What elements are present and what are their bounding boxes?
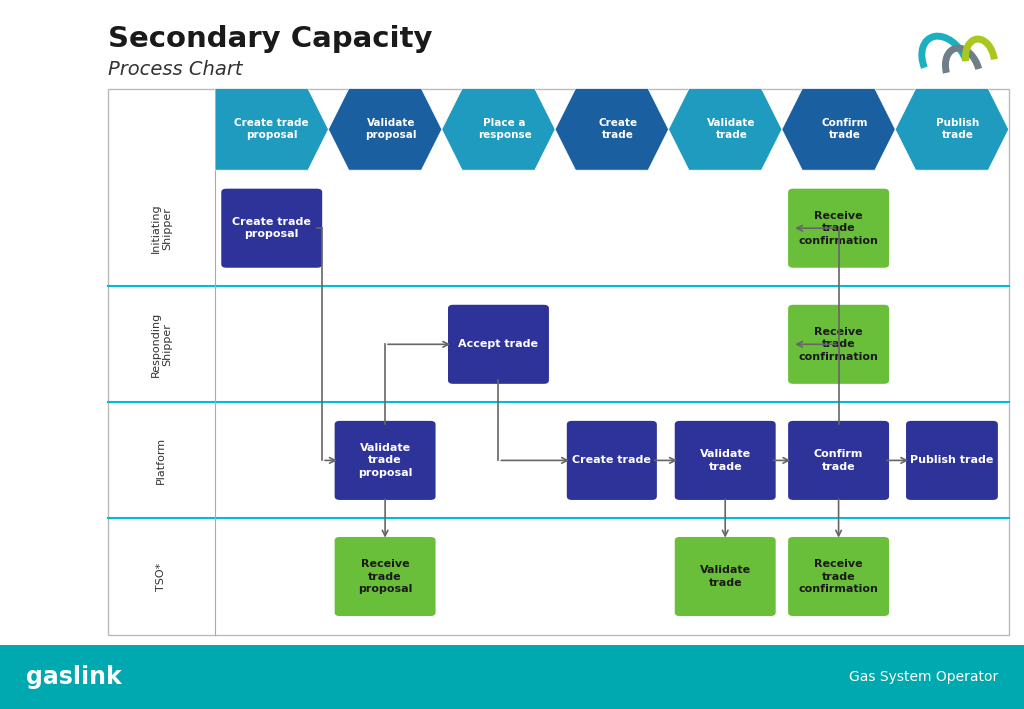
Text: Validate
trade: Validate trade (699, 565, 751, 588)
Text: Receive
trade
confirmation: Receive trade confirmation (799, 559, 879, 594)
FancyBboxPatch shape (906, 421, 998, 500)
Text: Receive
trade
confirmation: Receive trade confirmation (799, 327, 879, 362)
Polygon shape (669, 89, 782, 170)
Text: Create trade
proposal: Create trade proposal (234, 118, 309, 140)
FancyBboxPatch shape (788, 421, 889, 500)
Text: Secondary Capacity: Secondary Capacity (108, 25, 432, 52)
FancyBboxPatch shape (567, 421, 656, 500)
Text: Validate
proposal: Validate proposal (366, 118, 417, 140)
FancyBboxPatch shape (449, 305, 549, 384)
Text: Validate
trade: Validate trade (708, 118, 756, 140)
FancyBboxPatch shape (788, 189, 889, 268)
Text: Process Chart: Process Chart (108, 60, 242, 79)
Polygon shape (215, 89, 329, 170)
Text: Confirm
trade: Confirm trade (821, 118, 868, 140)
Text: Receive
trade
confirmation: Receive trade confirmation (799, 211, 879, 245)
Bar (0, 645, 1024, 709)
Text: Gas System Operator: Gas System Operator (849, 670, 998, 684)
FancyBboxPatch shape (221, 189, 323, 268)
FancyBboxPatch shape (675, 537, 776, 616)
FancyBboxPatch shape (335, 537, 435, 616)
Text: Receive
trade
proposal: Receive trade proposal (358, 559, 413, 594)
FancyBboxPatch shape (788, 537, 889, 616)
Polygon shape (555, 89, 669, 170)
Text: Validate
trade
proposal: Validate trade proposal (358, 443, 413, 478)
Text: Place a
response: Place a response (478, 118, 531, 140)
FancyBboxPatch shape (788, 305, 889, 384)
Text: Accept trade: Accept trade (459, 340, 539, 350)
Text: gaslink: gaslink (26, 665, 122, 689)
Text: Create
trade: Create trade (598, 118, 638, 140)
Text: Publish
trade: Publish trade (937, 118, 980, 140)
Polygon shape (441, 89, 555, 170)
Text: Responding
Shipper: Responding Shipper (151, 312, 172, 377)
Text: TSO*: TSO* (157, 562, 166, 591)
Text: Confirm
trade: Confirm trade (814, 450, 863, 471)
Text: Platform: Platform (157, 437, 166, 484)
Polygon shape (895, 89, 1009, 170)
Polygon shape (329, 89, 441, 170)
Text: Create trade: Create trade (572, 455, 651, 465)
Bar (108, 89, 1009, 635)
Polygon shape (782, 89, 895, 170)
FancyBboxPatch shape (675, 421, 776, 500)
Text: Create trade
proposal: Create trade proposal (232, 217, 311, 240)
Text: Initiating
Shipper: Initiating Shipper (151, 203, 172, 253)
Text: Publish trade: Publish trade (910, 455, 993, 465)
Text: Validate
trade: Validate trade (699, 450, 751, 471)
FancyBboxPatch shape (335, 421, 435, 500)
